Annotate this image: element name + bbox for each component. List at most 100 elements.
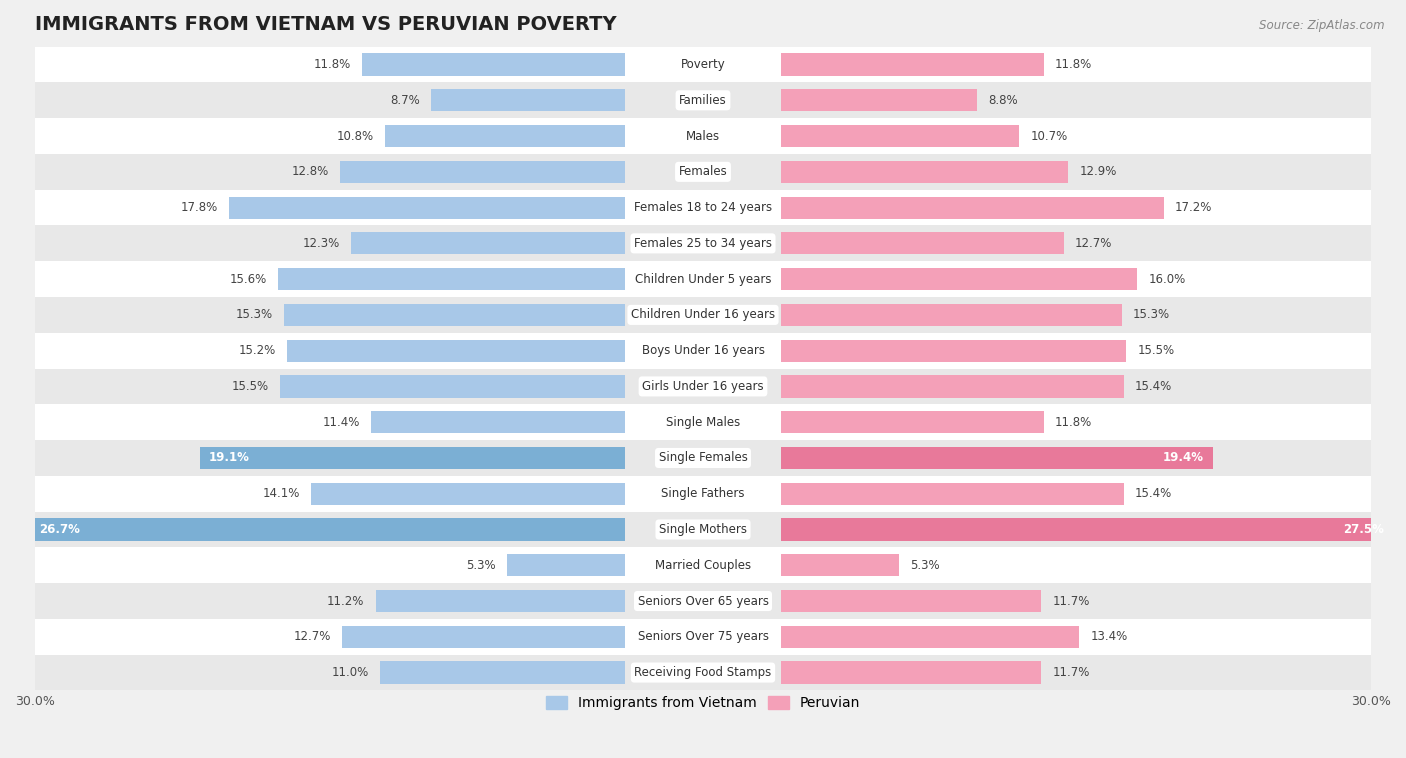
Bar	[280, 375, 626, 397]
Bar	[780, 125, 1019, 147]
Text: Receiving Food Stamps: Receiving Food Stamps	[634, 666, 772, 679]
Text: 8.8%: 8.8%	[988, 94, 1018, 107]
Text: Poverty: Poverty	[681, 58, 725, 71]
Bar	[780, 518, 1393, 540]
Text: 15.3%: 15.3%	[1133, 309, 1170, 321]
Text: 11.4%: 11.4%	[323, 415, 360, 429]
Bar	[340, 161, 626, 183]
Text: 27.5%: 27.5%	[1344, 523, 1385, 536]
Text: 17.8%: 17.8%	[180, 201, 218, 214]
Text: Single Females: Single Females	[658, 452, 748, 465]
Text: 11.7%: 11.7%	[1053, 666, 1090, 679]
Text: Girls Under 16 years: Girls Under 16 years	[643, 380, 763, 393]
Text: Males: Males	[686, 130, 720, 143]
Bar	[287, 340, 626, 362]
Bar	[35, 619, 1371, 655]
Bar	[375, 590, 626, 612]
Text: 11.2%: 11.2%	[328, 594, 364, 607]
Bar	[35, 47, 1371, 83]
Bar	[780, 590, 1042, 612]
Text: 17.2%: 17.2%	[1175, 201, 1212, 214]
Text: Females 25 to 34 years: Females 25 to 34 years	[634, 237, 772, 250]
Bar	[229, 196, 626, 219]
Legend: Immigrants from Vietnam, Peruvian: Immigrants from Vietnam, Peruvian	[540, 691, 866, 716]
Bar	[35, 655, 1371, 691]
Bar	[352, 232, 626, 255]
Text: 12.8%: 12.8%	[291, 165, 329, 178]
Bar	[35, 297, 1371, 333]
Bar	[31, 518, 626, 540]
Bar	[780, 268, 1137, 290]
Bar	[35, 190, 1371, 225]
Text: Seniors Over 75 years: Seniors Over 75 years	[637, 631, 769, 644]
Text: Boys Under 16 years: Boys Under 16 years	[641, 344, 765, 357]
Bar	[35, 225, 1371, 262]
Bar	[277, 268, 626, 290]
Text: 14.1%: 14.1%	[263, 487, 299, 500]
Text: Females: Females	[679, 165, 727, 178]
Bar	[200, 447, 626, 469]
Bar	[35, 440, 1371, 476]
Text: 11.8%: 11.8%	[314, 58, 352, 71]
Bar	[363, 54, 626, 76]
Text: 11.0%: 11.0%	[332, 666, 368, 679]
Bar	[780, 89, 977, 111]
Text: 15.4%: 15.4%	[1135, 380, 1173, 393]
Text: 15.6%: 15.6%	[229, 273, 267, 286]
Bar	[780, 340, 1126, 362]
Bar	[780, 447, 1213, 469]
Bar	[780, 161, 1069, 183]
Text: 15.5%: 15.5%	[1137, 344, 1174, 357]
Bar	[508, 554, 626, 576]
Text: 5.3%: 5.3%	[910, 559, 939, 572]
Text: Married Couples: Married Couples	[655, 559, 751, 572]
Text: 12.7%: 12.7%	[1076, 237, 1112, 250]
Text: 12.7%: 12.7%	[294, 631, 330, 644]
Bar	[780, 54, 1043, 76]
Text: 15.2%: 15.2%	[238, 344, 276, 357]
Bar	[380, 662, 626, 684]
Text: 15.5%: 15.5%	[232, 380, 269, 393]
Bar	[311, 483, 626, 505]
Bar	[35, 333, 1371, 368]
Text: Children Under 5 years: Children Under 5 years	[634, 273, 772, 286]
Text: 15.4%: 15.4%	[1135, 487, 1173, 500]
Bar	[35, 583, 1371, 619]
Bar	[35, 83, 1371, 118]
Bar	[35, 476, 1371, 512]
Bar	[35, 512, 1371, 547]
Bar	[780, 196, 1164, 219]
Text: 11.8%: 11.8%	[1054, 58, 1092, 71]
Bar	[35, 547, 1371, 583]
Text: Children Under 16 years: Children Under 16 years	[631, 309, 775, 321]
Text: 10.7%: 10.7%	[1031, 130, 1067, 143]
Bar	[35, 368, 1371, 404]
Bar	[780, 662, 1042, 684]
Bar	[780, 554, 898, 576]
Text: 11.7%: 11.7%	[1053, 594, 1090, 607]
Bar	[35, 262, 1371, 297]
Text: 12.3%: 12.3%	[302, 237, 340, 250]
Bar	[780, 375, 1123, 397]
Text: 16.0%: 16.0%	[1149, 273, 1185, 286]
Bar	[780, 483, 1123, 505]
Text: 11.8%: 11.8%	[1054, 415, 1092, 429]
Bar	[780, 625, 1080, 648]
Text: Females 18 to 24 years: Females 18 to 24 years	[634, 201, 772, 214]
Text: 8.7%: 8.7%	[391, 94, 420, 107]
Bar	[35, 154, 1371, 190]
Text: 19.1%: 19.1%	[208, 452, 249, 465]
Text: 10.8%: 10.8%	[336, 130, 374, 143]
Text: 5.3%: 5.3%	[467, 559, 496, 572]
Bar	[780, 304, 1122, 326]
Bar	[371, 411, 626, 434]
Bar	[780, 411, 1043, 434]
Text: IMMIGRANTS FROM VIETNAM VS PERUVIAN POVERTY: IMMIGRANTS FROM VIETNAM VS PERUVIAN POVE…	[35, 15, 617, 34]
Bar	[780, 232, 1064, 255]
Text: 19.4%: 19.4%	[1163, 452, 1204, 465]
Text: 26.7%: 26.7%	[39, 523, 80, 536]
Text: 13.4%: 13.4%	[1091, 631, 1128, 644]
Bar	[385, 125, 626, 147]
Text: 12.9%: 12.9%	[1080, 165, 1116, 178]
Text: Seniors Over 65 years: Seniors Over 65 years	[637, 594, 769, 607]
